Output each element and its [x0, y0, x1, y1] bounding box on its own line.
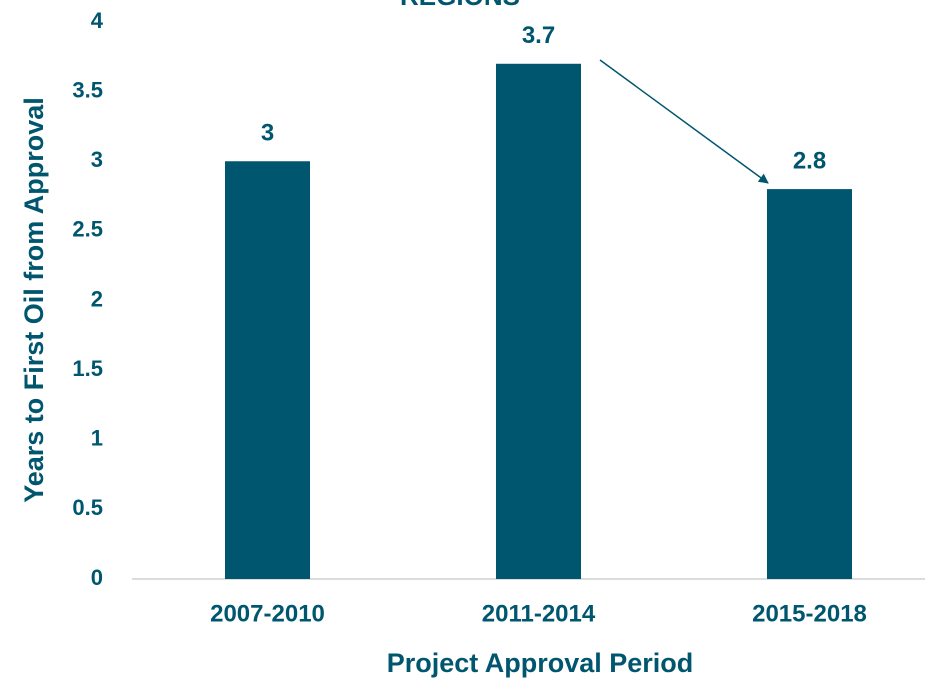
y-tick-label: 0.5 — [72, 495, 103, 520]
y-tick-label: 1 — [91, 426, 103, 451]
annotation-arrow — [599, 59, 769, 184]
x-tick-label: 2011-2014 — [482, 600, 596, 627]
y-tick-label: 3.5 — [72, 77, 103, 102]
value-label: 3 — [261, 120, 274, 147]
y-tick-label: 2.5 — [72, 217, 103, 242]
value-label: 3.7 — [522, 22, 555, 49]
x-axis-label: Project Approval Period — [387, 648, 694, 678]
y-axis-label: Years to First Oil from Approval — [19, 97, 49, 503]
y-tick-label: 3 — [91, 147, 103, 172]
bar — [496, 63, 581, 579]
y-tick-label: 1.5 — [72, 356, 103, 381]
bar — [767, 189, 852, 579]
value-label: 2.8 — [793, 147, 826, 174]
x-tick-label: 2007-2010 — [210, 600, 325, 627]
bar — [225, 161, 310, 579]
y-tick-label: 4 — [91, 8, 104, 33]
y-tick-label: 0 — [91, 565, 103, 590]
x-tick-label: 2015-2018 — [752, 600, 867, 627]
chart-title: REGIONS — [400, 0, 520, 11]
y-tick-label: 2 — [91, 286, 103, 311]
